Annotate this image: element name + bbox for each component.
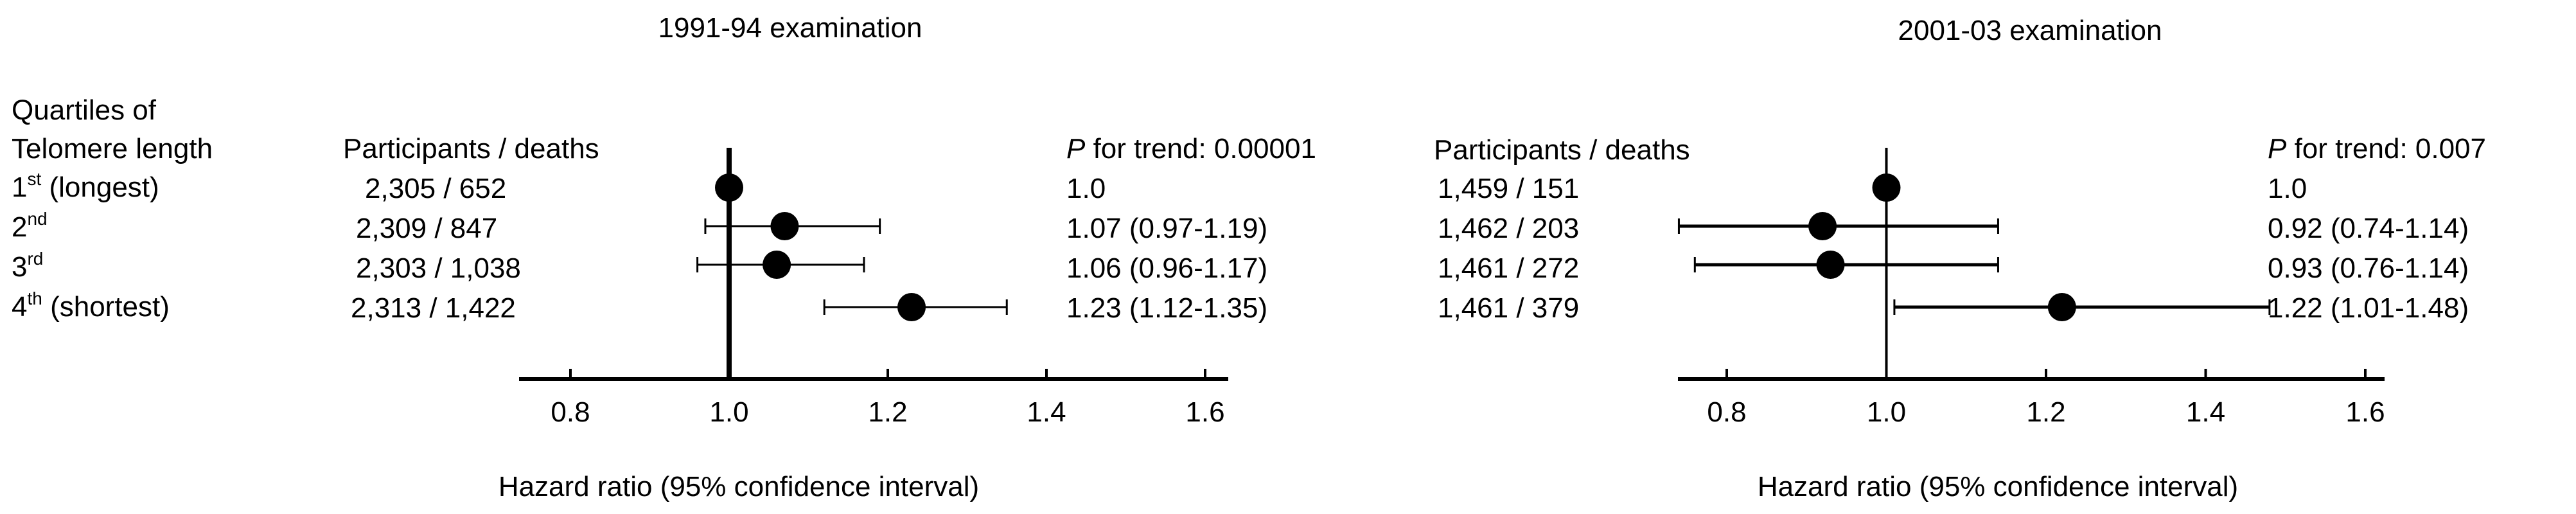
hr-text: 1.07 (0.97-1.19) (1066, 213, 1268, 244)
hazard-ratio-point (1816, 251, 1845, 279)
x-tick-label: 1.4 (1027, 396, 1066, 428)
hr-text: 1.0 (2268, 173, 2307, 204)
hr-text: 0.93 (0.76-1.14) (2268, 253, 2469, 284)
hazard-ratio-point (763, 251, 791, 279)
participants-deaths: 1,462 / 203 (1438, 213, 1580, 244)
participants-deaths: 2,313 / 1,422 (351, 292, 516, 324)
hazard-ratio-point (1872, 173, 1901, 202)
x-tick-label: 1.0 (709, 396, 748, 428)
x-tick-label: 1.2 (868, 396, 907, 428)
trend-header-1: P for trend: 0.00001 (1066, 133, 1316, 164)
participants-deaths: 1,459 / 151 (1438, 173, 1580, 204)
row-label: 3rd (12, 249, 44, 283)
x-axis-label-1: Hazard ratio (95% confidence interval) (498, 471, 980, 502)
hazard-ratio-point (2047, 293, 2076, 321)
quartiles-header-line2: Telomere length (12, 133, 213, 164)
hr-text: 1.23 (1.12-1.35) (1066, 292, 1268, 324)
x-tick-label: 1.0 (1867, 396, 1906, 428)
x-axis-label-2: Hazard ratio (95% confidence interval) (1757, 471, 2239, 502)
hazard-ratio-point (1808, 212, 1837, 240)
participants-deaths: 2,305 / 652 (365, 173, 507, 204)
row-label: 1st (longest) (12, 169, 159, 203)
hr-text: 1.0 (1066, 173, 1106, 204)
hr-text: 1.06 (0.96-1.17) (1066, 253, 1268, 284)
x-tick-label: 1.4 (2186, 396, 2225, 428)
trend-header-2: P for trend: 0.007 (2268, 133, 2487, 164)
participants-header-1: Participants / deaths (343, 133, 599, 164)
hazard-ratio-point (715, 173, 743, 202)
x-tick-label: 0.8 (551, 396, 590, 428)
participants-header-2: Participants / deaths (1434, 134, 1690, 166)
participants-deaths: 1,461 / 379 (1438, 292, 1580, 324)
participants-deaths: 1,461 / 272 (1438, 253, 1580, 284)
x-tick-label: 1.6 (1185, 396, 1224, 428)
participants-deaths: 2,309 / 847 (356, 213, 498, 244)
panel-2-title: 2001-03 examination (1898, 15, 2162, 46)
hazard-ratio-point (770, 212, 799, 240)
row-label: 4th (shortest) (12, 288, 170, 323)
x-tick-label: 1.6 (2345, 396, 2385, 428)
row-label: 2nd (12, 209, 48, 243)
quartiles-header-line1: Quartiles of (12, 94, 156, 126)
panel-1-title: 1991-94 examination (658, 12, 922, 44)
participants-deaths: 2,303 / 1,038 (356, 253, 521, 284)
hr-text: 0.92 (0.74-1.14) (2268, 213, 2469, 244)
x-tick-label: 1.2 (2026, 396, 2065, 428)
hazard-ratio-point (897, 293, 926, 321)
x-tick-label: 0.8 (1707, 396, 1746, 428)
hr-text: 1.22 (1.01-1.48) (2268, 292, 2469, 324)
